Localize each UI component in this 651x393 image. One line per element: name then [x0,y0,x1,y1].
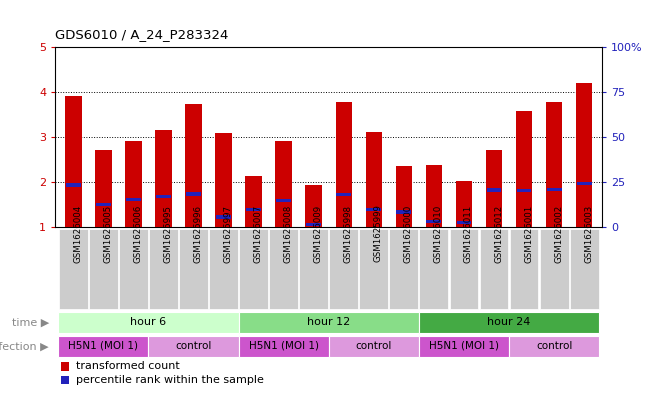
Bar [366,132,382,227]
Text: GSM1626003: GSM1626003 [584,204,593,263]
Bar [486,150,503,227]
Text: control: control [175,341,212,351]
Text: control: control [355,341,392,351]
FancyBboxPatch shape [329,228,358,309]
Bar [335,102,352,227]
Text: H5N1 (MOI 1): H5N1 (MOI 1) [429,341,499,351]
Text: GSM1625997: GSM1625997 [223,204,232,263]
FancyBboxPatch shape [450,228,478,309]
FancyBboxPatch shape [59,312,239,333]
Text: GSM1626002: GSM1626002 [554,204,563,263]
Text: GSM1625999: GSM1625999 [374,205,383,263]
Bar [576,83,592,227]
Bar [456,221,471,224]
FancyBboxPatch shape [89,228,118,309]
Text: GSM1626004: GSM1626004 [74,204,83,263]
FancyBboxPatch shape [419,228,449,309]
FancyBboxPatch shape [480,228,508,309]
FancyBboxPatch shape [179,228,208,309]
Bar [306,222,321,226]
FancyBboxPatch shape [419,336,509,357]
Text: control: control [536,341,572,351]
Text: GDS6010 / A_24_P283324: GDS6010 / A_24_P283324 [55,28,229,41]
Bar [275,141,292,227]
Text: hour 12: hour 12 [307,318,350,327]
Text: percentile rank within the sample: percentile rank within the sample [76,375,264,385]
Text: GSM1626000: GSM1626000 [404,204,413,263]
Bar [546,102,562,227]
Text: GSM1626001: GSM1626001 [524,204,533,263]
Bar [577,182,592,185]
FancyBboxPatch shape [389,228,419,309]
Bar [396,210,411,213]
FancyBboxPatch shape [239,312,419,333]
Text: GSM1625996: GSM1625996 [193,204,202,263]
FancyBboxPatch shape [270,228,298,309]
FancyBboxPatch shape [329,336,419,357]
Bar [426,220,441,223]
Bar [396,166,412,227]
Text: GSM1626009: GSM1626009 [314,204,323,263]
Bar [61,376,69,384]
Bar [246,208,261,211]
Text: GSM1626006: GSM1626006 [133,204,143,263]
Text: GSM1626011: GSM1626011 [464,204,473,263]
Bar [276,199,291,202]
FancyBboxPatch shape [239,336,329,357]
FancyBboxPatch shape [119,228,148,309]
Bar [547,188,562,191]
Bar [66,184,81,187]
Bar [245,176,262,227]
FancyBboxPatch shape [570,228,598,309]
Bar [305,185,322,227]
Bar [125,141,142,227]
Bar [186,104,202,227]
Bar [186,193,201,196]
Text: time ▶: time ▶ [12,318,49,328]
FancyBboxPatch shape [540,228,568,309]
Text: GSM1625998: GSM1625998 [344,204,353,263]
Text: GSM1626005: GSM1626005 [104,204,113,263]
Bar [155,130,172,227]
FancyBboxPatch shape [359,228,388,309]
Bar [156,195,171,198]
Bar [96,203,111,206]
FancyBboxPatch shape [59,336,148,357]
Text: H5N1 (MOI 1): H5N1 (MOI 1) [68,341,139,351]
Text: GSM1626010: GSM1626010 [434,204,443,263]
Text: GSM1626012: GSM1626012 [494,204,503,263]
Bar [215,133,232,227]
Bar [61,362,69,371]
Text: transformed count: transformed count [76,361,180,371]
Text: infection ▶: infection ▶ [0,342,49,351]
Bar [126,198,141,202]
Text: hour 6: hour 6 [130,318,167,327]
Text: GSM1625995: GSM1625995 [163,204,173,263]
Bar [65,95,81,227]
FancyBboxPatch shape [419,312,599,333]
Bar [337,193,351,196]
Bar [216,215,231,219]
FancyBboxPatch shape [239,228,268,309]
Text: GSM1626007: GSM1626007 [254,204,262,263]
Bar [516,111,533,227]
FancyBboxPatch shape [299,228,328,309]
Bar [456,180,472,227]
Bar [426,165,442,227]
Bar [95,151,112,227]
FancyBboxPatch shape [59,228,88,309]
Text: H5N1 (MOI 1): H5N1 (MOI 1) [249,341,319,351]
Text: GSM1626008: GSM1626008 [284,204,293,263]
Text: hour 24: hour 24 [488,318,531,327]
Bar [367,208,381,211]
FancyBboxPatch shape [209,228,238,309]
FancyBboxPatch shape [510,228,538,309]
FancyBboxPatch shape [509,336,599,357]
Bar [486,188,501,191]
FancyBboxPatch shape [149,228,178,309]
Bar [517,189,531,193]
FancyBboxPatch shape [148,336,239,357]
